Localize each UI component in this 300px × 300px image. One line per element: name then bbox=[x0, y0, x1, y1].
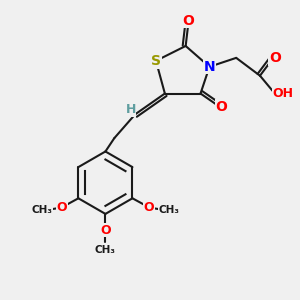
Text: N: N bbox=[204, 60, 215, 74]
Text: O: O bbox=[143, 201, 154, 214]
Text: O: O bbox=[57, 201, 68, 214]
Text: S: S bbox=[151, 54, 161, 68]
Text: CH₃: CH₃ bbox=[158, 205, 179, 215]
Text: CH₃: CH₃ bbox=[95, 245, 116, 256]
Text: O: O bbox=[183, 14, 195, 28]
Text: H: H bbox=[125, 103, 136, 116]
Text: CH₃: CH₃ bbox=[31, 205, 52, 215]
Text: OH: OH bbox=[273, 87, 294, 100]
Text: O: O bbox=[100, 224, 111, 237]
Text: O: O bbox=[215, 100, 227, 114]
Text: O: O bbox=[269, 51, 281, 65]
